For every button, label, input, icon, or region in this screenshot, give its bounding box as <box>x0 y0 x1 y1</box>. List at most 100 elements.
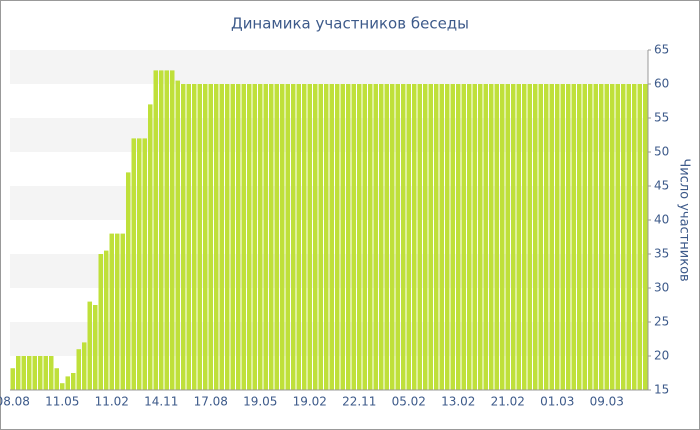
bar <box>285 84 290 390</box>
bar <box>98 254 103 390</box>
x-tick-label: 05.02 <box>392 395 426 409</box>
bar <box>549 84 554 390</box>
bar <box>582 84 587 390</box>
bar <box>181 84 186 390</box>
bar <box>357 84 362 390</box>
bar <box>390 84 395 390</box>
bar <box>379 84 384 390</box>
x-tick-label: 19.05 <box>243 395 277 409</box>
bar <box>263 84 268 390</box>
bar <box>21 356 26 390</box>
bar <box>615 84 620 390</box>
bar <box>461 84 466 390</box>
bar <box>192 84 197 390</box>
bar <box>368 84 373 390</box>
y-tick-label: 25 <box>654 315 669 329</box>
bar <box>533 84 538 390</box>
bar <box>225 84 230 390</box>
bar <box>93 305 98 390</box>
bar <box>373 84 378 390</box>
bar <box>10 368 15 390</box>
bar <box>472 84 477 390</box>
bar <box>571 84 576 390</box>
bar <box>621 84 626 390</box>
bar <box>247 84 252 390</box>
y-tick-label: 15 <box>654 383 669 397</box>
bar <box>274 84 279 390</box>
x-tick-label: 21.02 <box>491 395 525 409</box>
bar <box>527 84 532 390</box>
bar <box>126 172 131 390</box>
bar <box>406 84 411 390</box>
bar <box>109 233 114 390</box>
bar <box>197 84 202 390</box>
bar <box>450 84 455 390</box>
bar <box>54 368 59 390</box>
bar <box>324 84 329 390</box>
bar <box>362 84 367 390</box>
bar <box>208 84 213 390</box>
bar <box>439 84 444 390</box>
bar <box>434 84 439 390</box>
bar <box>522 84 527 390</box>
bar <box>236 84 241 390</box>
bar <box>131 138 136 390</box>
bar <box>566 84 571 390</box>
bar <box>417 84 422 390</box>
bar <box>483 84 488 390</box>
bar <box>588 84 593 390</box>
x-tick-label: 08.08 <box>0 395 30 409</box>
bar <box>43 356 48 390</box>
bar <box>599 84 604 390</box>
bar <box>560 84 565 390</box>
bar <box>412 84 417 390</box>
bar <box>401 84 406 390</box>
bar <box>27 356 32 390</box>
bar <box>329 84 334 390</box>
bar <box>16 356 21 390</box>
y-tick-label: 60 <box>654 77 669 91</box>
bar <box>203 84 208 390</box>
bar <box>76 349 81 390</box>
bar <box>71 373 76 390</box>
bar <box>170 70 175 391</box>
bar <box>164 70 169 391</box>
x-tick-label: 17.08 <box>194 395 228 409</box>
bar <box>494 84 499 390</box>
bar <box>49 356 54 390</box>
bar <box>318 84 323 390</box>
bar <box>500 84 505 390</box>
bar <box>511 84 516 390</box>
bar <box>489 84 494 390</box>
bar <box>643 84 648 390</box>
bar <box>241 84 246 390</box>
bar <box>544 84 549 390</box>
grid-band <box>10 50 648 84</box>
bar <box>82 342 87 390</box>
bar <box>604 84 609 390</box>
bar <box>159 70 164 391</box>
bar <box>516 84 521 390</box>
bar <box>269 84 274 390</box>
bar <box>186 84 191 390</box>
bar <box>137 138 142 390</box>
bar <box>280 84 285 390</box>
bar <box>335 84 340 390</box>
bar <box>115 233 120 390</box>
bar <box>148 104 153 391</box>
bar <box>65 376 70 390</box>
x-tick-label: 11.05 <box>45 395 79 409</box>
bar <box>38 356 43 390</box>
bar <box>467 84 472 390</box>
bar <box>632 84 637 390</box>
bar <box>142 138 147 390</box>
x-tick-label: 09.03 <box>590 395 624 409</box>
x-tick-label: 01.03 <box>540 395 574 409</box>
bar <box>214 84 219 390</box>
bar <box>351 84 356 390</box>
bar <box>313 84 318 390</box>
y-tick-label: 55 <box>654 111 669 125</box>
bar <box>538 84 543 390</box>
bar <box>252 84 257 390</box>
